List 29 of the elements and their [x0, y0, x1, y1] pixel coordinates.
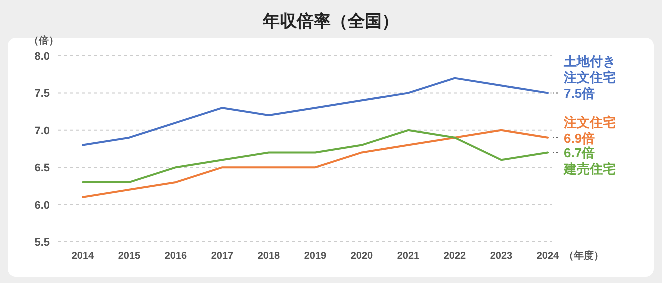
data-label: 7.5倍 [564, 86, 596, 102]
x-tick-label: 2014 [72, 251, 95, 262]
x-tick-label: 2019 [304, 251, 328, 262]
x-tick-label: 2021 [397, 251, 420, 262]
y-tick-label: 5.5 [34, 237, 50, 249]
x-tick-label: 2017 [211, 251, 234, 262]
y-tick-label: 8.0 [34, 51, 50, 63]
series-label: 土地付き注文住宅 [563, 54, 616, 86]
y-tick-label: 7.5 [34, 88, 50, 100]
x-tick-label: 2024 [536, 251, 560, 262]
x-tick-label: 2022 [444, 251, 467, 262]
x-tick-label: 2018 [258, 251, 281, 262]
x-axis-title: （年度） [564, 250, 604, 262]
series-label: 注文住宅 [563, 114, 616, 130]
line-series [82, 77, 549, 146]
y-tick-label: 6.5 [34, 162, 50, 175]
x-tick-label: 2016 [164, 251, 188, 262]
x-tick-label: 2020 [350, 251, 374, 262]
series-label: 建売住宅 [563, 162, 616, 177]
y-tick-label: 7.0 [34, 125, 50, 138]
x-tick-label: 2023 [490, 251, 514, 262]
x-tick-label: 2015 [118, 251, 142, 262]
y-axis-title: （倍） [29, 35, 59, 47]
data-label: 6.9倍 [564, 130, 596, 146]
data-label: 6.7倍 [564, 146, 596, 161]
chart-title: 年収倍率（全国） [262, 12, 399, 31]
y-tick-label: 6.0 [34, 200, 50, 212]
line-series [82, 129, 549, 184]
line-series [82, 129, 549, 198]
